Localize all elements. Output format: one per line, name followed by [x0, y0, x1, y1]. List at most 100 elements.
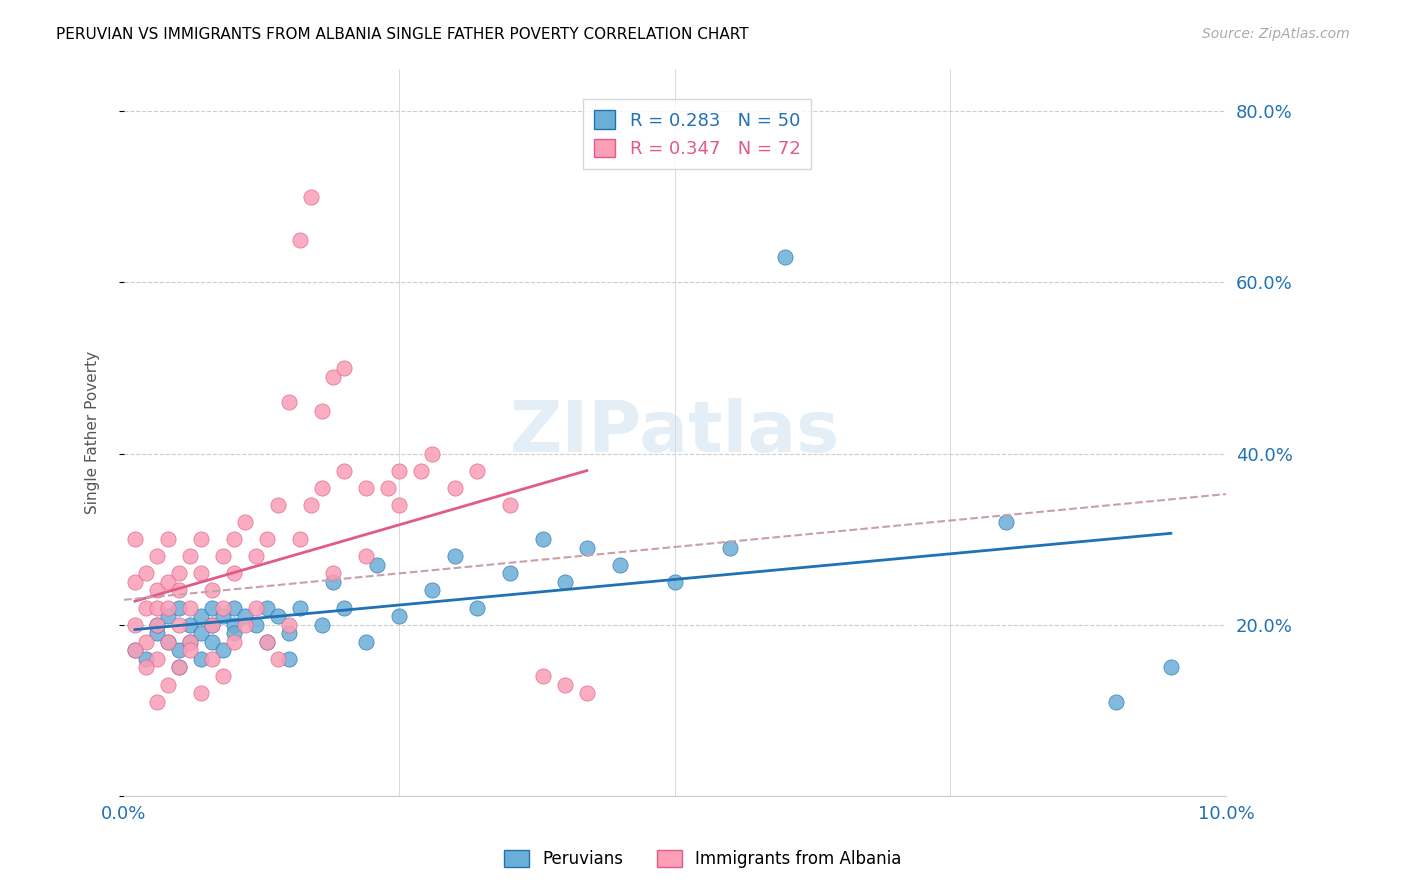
Point [278, 617, 301, 632]
Point [156, 677, 179, 691]
Point [278, 395, 301, 409]
Point [366, 558, 388, 572]
Point [1160, 660, 1182, 674]
Point [224, 626, 246, 640]
Text: PERUVIAN VS IMMIGRANTS FROM ALBANIA SINGLE FATHER POVERTY CORRELATION CHART: PERUVIAN VS IMMIGRANTS FROM ALBANIA SING… [56, 27, 749, 42]
Point [575, 541, 598, 555]
Point [245, 617, 267, 632]
Point [201, 583, 224, 598]
Point [201, 634, 224, 648]
Point [299, 190, 322, 204]
Point [245, 600, 267, 615]
Point [179, 617, 201, 632]
Point [224, 600, 246, 615]
Point [1105, 695, 1128, 709]
Point [465, 600, 488, 615]
Point [212, 643, 235, 657]
Point [146, 652, 169, 666]
Point [267, 609, 290, 624]
Point [233, 515, 256, 529]
Point [575, 686, 598, 700]
Point [179, 549, 201, 564]
Point [124, 643, 146, 657]
Point [167, 600, 190, 615]
Point [167, 660, 190, 674]
Point [443, 549, 465, 564]
Point [531, 669, 554, 683]
Point [411, 464, 433, 478]
Point [146, 600, 169, 615]
Point [609, 558, 631, 572]
Legend: R = 0.283   N = 50, R = 0.347   N = 72: R = 0.283 N = 50, R = 0.347 N = 72 [582, 99, 811, 169]
Point [146, 695, 169, 709]
Point [718, 541, 741, 555]
Point [124, 574, 146, 589]
Point [167, 617, 190, 632]
Point [201, 617, 224, 632]
Point [124, 643, 146, 657]
Point [190, 566, 212, 581]
Point [135, 652, 157, 666]
Point [356, 634, 378, 648]
Point [167, 583, 190, 598]
Point [356, 481, 378, 495]
Point [333, 600, 356, 615]
Point [135, 600, 157, 615]
Point [146, 617, 169, 632]
Point [278, 652, 301, 666]
Point [156, 609, 179, 624]
Point [388, 464, 411, 478]
Point [356, 549, 378, 564]
Point [267, 498, 290, 512]
Point [443, 481, 465, 495]
Point [190, 609, 212, 624]
Point [773, 250, 796, 264]
Point [256, 634, 278, 648]
Point [135, 660, 157, 674]
Point [135, 634, 157, 648]
Point [388, 609, 411, 624]
Point [267, 652, 290, 666]
Point [377, 481, 399, 495]
Text: Source: ZipAtlas.com: Source: ZipAtlas.com [1202, 27, 1350, 41]
Point [146, 549, 169, 564]
Point [179, 634, 201, 648]
Point [156, 634, 179, 648]
Point [322, 574, 344, 589]
Point [531, 532, 554, 546]
Point [554, 574, 576, 589]
Point [290, 233, 312, 247]
Point [554, 677, 576, 691]
Point [179, 634, 201, 648]
Point [167, 566, 190, 581]
Point [156, 634, 179, 648]
Point [422, 583, 444, 598]
Point [322, 369, 344, 384]
Point [311, 403, 333, 417]
Point [994, 515, 1017, 529]
Point [388, 498, 411, 512]
Point [212, 669, 235, 683]
Point [322, 566, 344, 581]
Point [224, 532, 246, 546]
Point [190, 532, 212, 546]
Y-axis label: Single Father Poverty: Single Father Poverty [86, 351, 100, 514]
Point [212, 549, 235, 564]
Point [465, 464, 488, 478]
Point [245, 549, 267, 564]
Point [156, 532, 179, 546]
Point [146, 626, 169, 640]
Point [256, 532, 278, 546]
Point [124, 617, 146, 632]
Point [256, 600, 278, 615]
Point [124, 532, 146, 546]
Point [333, 464, 356, 478]
Point [179, 643, 201, 657]
Point [311, 481, 333, 495]
Point [167, 660, 190, 674]
Point [156, 600, 179, 615]
Point [167, 643, 190, 657]
Point [179, 600, 201, 615]
Point [146, 583, 169, 598]
Point [224, 617, 246, 632]
